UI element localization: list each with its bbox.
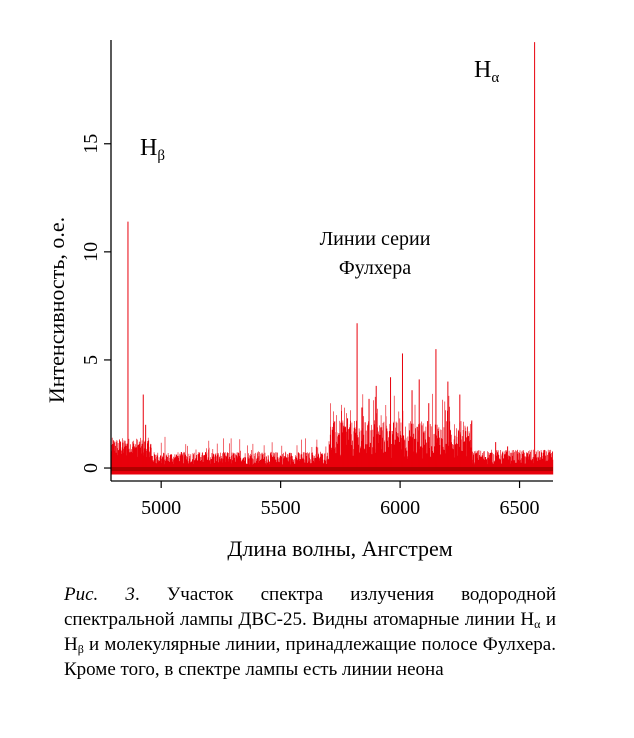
y-tick-label: 15: [80, 134, 102, 154]
caption-sub-beta: β: [77, 642, 84, 656]
figure-label: Рис. 3: [64, 584, 135, 605]
caption-text-3: и молекулярные линии, принадлежащие поло…: [64, 634, 556, 680]
caption-sub-alpha: α: [534, 617, 541, 631]
y-tick-label: 10: [80, 242, 102, 262]
x-tick-label: 5500: [261, 497, 301, 519]
x-tick-label: 5000: [141, 497, 181, 519]
x-ticks: 5000 5500 6000 6500: [141, 481, 540, 519]
baseline-band: [111, 467, 553, 472]
figure-caption: Рис. 3. Участок спектра излучения водоро…: [64, 582, 556, 682]
caption-text-2: и H: [64, 609, 557, 655]
y-ticks: 0 5 10 15: [80, 134, 111, 473]
spectrum-chart: 5000 5500 6000 6500 0 5 10 15 Длина волны, Анг…: [44, 40, 554, 561]
x-axis-label: Длина волны, Ангстрем: [227, 536, 452, 561]
x-tick-label: 6500: [500, 497, 540, 519]
y-tick-label: 0: [80, 463, 102, 473]
y-axis-label: Интенсивность, о.е.: [44, 217, 69, 403]
x-tick-label: 6000: [380, 497, 420, 519]
spectrum-noise: [110, 393, 554, 475]
spectrum-series: [110, 42, 554, 475]
caption-text-1: . Участок спектра излучения водородной с…: [64, 584, 557, 630]
h-beta-label: Hβ: [140, 135, 165, 164]
fulcher-label-line1: Линии серии: [320, 228, 431, 250]
y-tick-label: 5: [80, 355, 102, 365]
fulcher-label-line2: Фулхера: [339, 257, 411, 279]
h-alpha-label: Hα: [474, 57, 499, 86]
